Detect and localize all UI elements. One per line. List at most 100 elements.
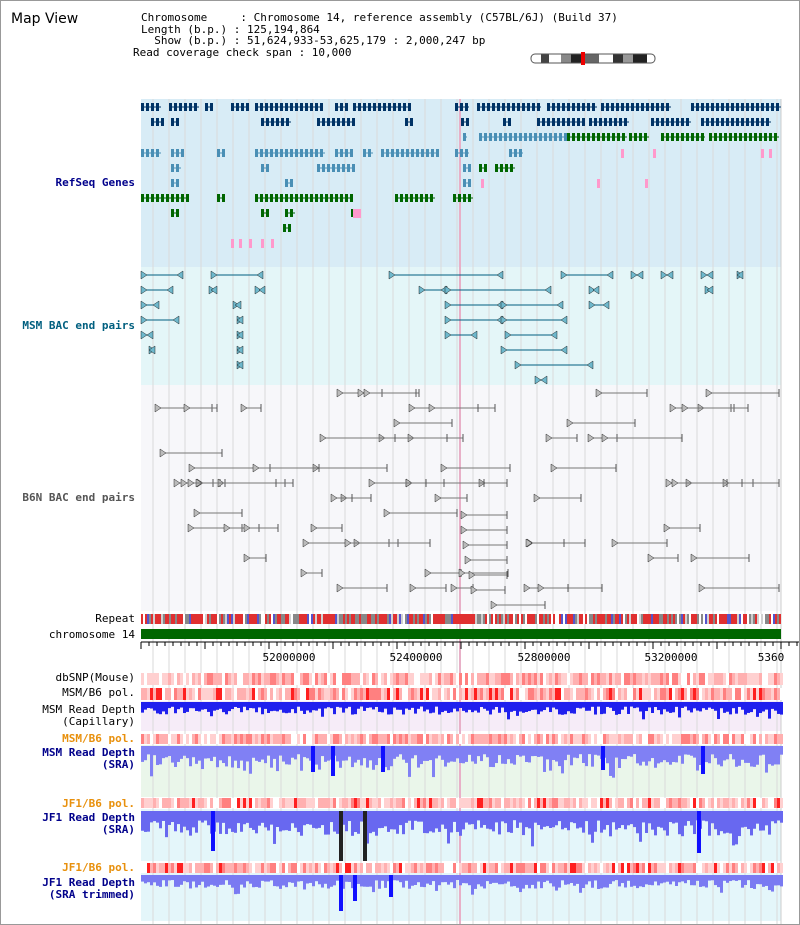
- jf1-depth-trim-bar: [651, 875, 654, 886]
- jf1-depth-sra-bar: [600, 811, 603, 833]
- jf1-b6-pol-cell: [204, 798, 207, 808]
- jf1-depth-trim-bar: [249, 875, 252, 884]
- jf1-b6-pol2-cell: [384, 863, 387, 873]
- axis-tick-label: 52400000: [390, 651, 443, 664]
- jf1-b6-pol-cell: [354, 798, 357, 808]
- repeat-segment: [211, 614, 213, 624]
- msm-b6-pol-cell: [750, 688, 753, 700]
- msm-b6-pol2-cell: [699, 734, 702, 744]
- jf1-b6-pol-cell: [654, 798, 657, 808]
- jf1-depth-sra-bar: [669, 811, 672, 823]
- dbsnp-cell: [693, 673, 696, 685]
- repeat-segment: [331, 614, 333, 624]
- dbsnp-cell: [384, 673, 387, 685]
- refseq-gene-1-exon: [746, 118, 749, 126]
- msm-b6-pol-cell: [420, 688, 423, 700]
- jf1-depth-trim-bar: [588, 875, 591, 882]
- msm-depth-cap-bar: [654, 702, 657, 708]
- msm-depth-sra-bar: [279, 746, 282, 756]
- dbsnp-cell: [288, 673, 291, 685]
- refseq-gene-1-exon: [342, 118, 345, 126]
- dbsnp-cell: [495, 673, 498, 685]
- msm-b6-pol2-cell: [384, 734, 387, 744]
- jf1-b6-pol2-cell: [498, 863, 501, 873]
- msm-b6-pol2-cell: [486, 734, 489, 744]
- jf1-depth-trim-bar: [450, 875, 453, 883]
- jf1-depth-trim-bar: [504, 875, 507, 884]
- jf1-b6-pol2-cell: [456, 863, 459, 873]
- dbsnp-cell: [771, 673, 774, 685]
- repeat-segment: [177, 614, 179, 624]
- repeat-segment: [673, 614, 675, 624]
- jf1-b6-pol2-cell: [573, 863, 576, 873]
- msm-depth-sra-bar: [207, 746, 210, 759]
- refseq-gene-0-exon: [358, 103, 361, 111]
- refseq-gene-1-exon: [352, 118, 355, 126]
- refseq-gene-5-exon: [342, 164, 345, 172]
- msm-depth-sra-bar: [582, 746, 585, 764]
- msm-b6-pol2-cell: [399, 734, 402, 744]
- msm-depth-cap-bar: [456, 702, 459, 712]
- msm-b6-pol2-cell: [543, 734, 546, 744]
- msm-b6-pol-cell: [663, 688, 666, 700]
- dbsnp-cell: [591, 673, 594, 685]
- jf1-b6-pol2-cell: [399, 863, 402, 873]
- dbsnp-cell: [570, 673, 573, 685]
- jf1-depth-trim-bar: [591, 875, 594, 888]
- msm-depth-sra-bar: [720, 746, 723, 767]
- jf1-b6-pol2-cell: [240, 863, 243, 873]
- jf1-depth-sra-bar: [735, 811, 738, 845]
- jf1-b6-pol-cell: [597, 798, 600, 808]
- jf1-depth-trim-bar: [561, 875, 564, 881]
- jf1-depth-trim-bar: [684, 875, 687, 884]
- refseq-gene-0-exon: [246, 103, 249, 111]
- jf1-depth-sra-bar: [351, 811, 354, 836]
- msm-b6-pol2-cell: [366, 734, 369, 744]
- msm-b6-pol2-cell: [282, 734, 285, 744]
- jf1-b6-pol-cell: [255, 798, 258, 808]
- msm-b6-pol-cell: [537, 688, 540, 700]
- msm-b6-pol-cell: [507, 688, 510, 700]
- refseq-gene-8-exon: [141, 194, 144, 202]
- repeat-segment: [727, 614, 729, 624]
- msm-b6-pol-cell: [633, 688, 636, 700]
- repeat-segment: [351, 614, 353, 624]
- msm-b6-pol-cell: [153, 688, 156, 700]
- msm-depth-cap-bar: [513, 702, 516, 711]
- msm-b6-pol-cell: [492, 688, 495, 700]
- msm-depth-sra-bar: [618, 746, 621, 769]
- jf1-depth-sra-bar: [657, 811, 660, 827]
- msm-depth-sra-bar: [306, 746, 309, 759]
- jf1-b6-pol-cell: [306, 798, 309, 808]
- msm-b6-pol-cell: [288, 688, 291, 700]
- jf1-b6-pol2-cell: [627, 863, 630, 873]
- jf1-depth-trim-bar: [264, 875, 267, 882]
- msm-b6-pol-cell: [744, 688, 747, 700]
- jf1-b6-pol-cell: [522, 798, 525, 808]
- jf1-b6-pol2-cell: [507, 863, 510, 873]
- jf1-depth-sra-bar: [507, 811, 510, 833]
- repeat-segment: [311, 614, 313, 624]
- msm-depth-sra-bar: [483, 746, 486, 755]
- msm-depth-sra-bar: [585, 746, 588, 767]
- msm-b6-pol-cell: [429, 688, 432, 700]
- ideogram-band: [613, 54, 623, 63]
- jf1-b6-pol-cell: [297, 798, 300, 808]
- msm-depth-cap-bar: [582, 702, 585, 708]
- msm-bac-end: [236, 315, 244, 325]
- msm-depth-sra-bar: [408, 746, 411, 777]
- dbsnp-cell: [306, 673, 309, 685]
- jf1-depth-trim-bar: [357, 875, 360, 884]
- refseq-gene-4-exon: [146, 149, 149, 157]
- jf1-b6-pol2-cell: [747, 863, 750, 873]
- msm-b6-pol2-cell: [612, 734, 615, 744]
- msm-depth-sra-bar: [240, 746, 243, 761]
- jf1-b6-pol-cell: [144, 798, 147, 808]
- dbsnp-cell: [201, 673, 204, 685]
- msm-depth-sra-bar: [465, 746, 468, 762]
- msm-b6-pol2-cell: [183, 734, 186, 744]
- msm-b6-pol-cell: [669, 688, 672, 700]
- jf1-b6-pol-cell: [375, 798, 378, 808]
- msm-depth-sra-bar: [450, 746, 453, 762]
